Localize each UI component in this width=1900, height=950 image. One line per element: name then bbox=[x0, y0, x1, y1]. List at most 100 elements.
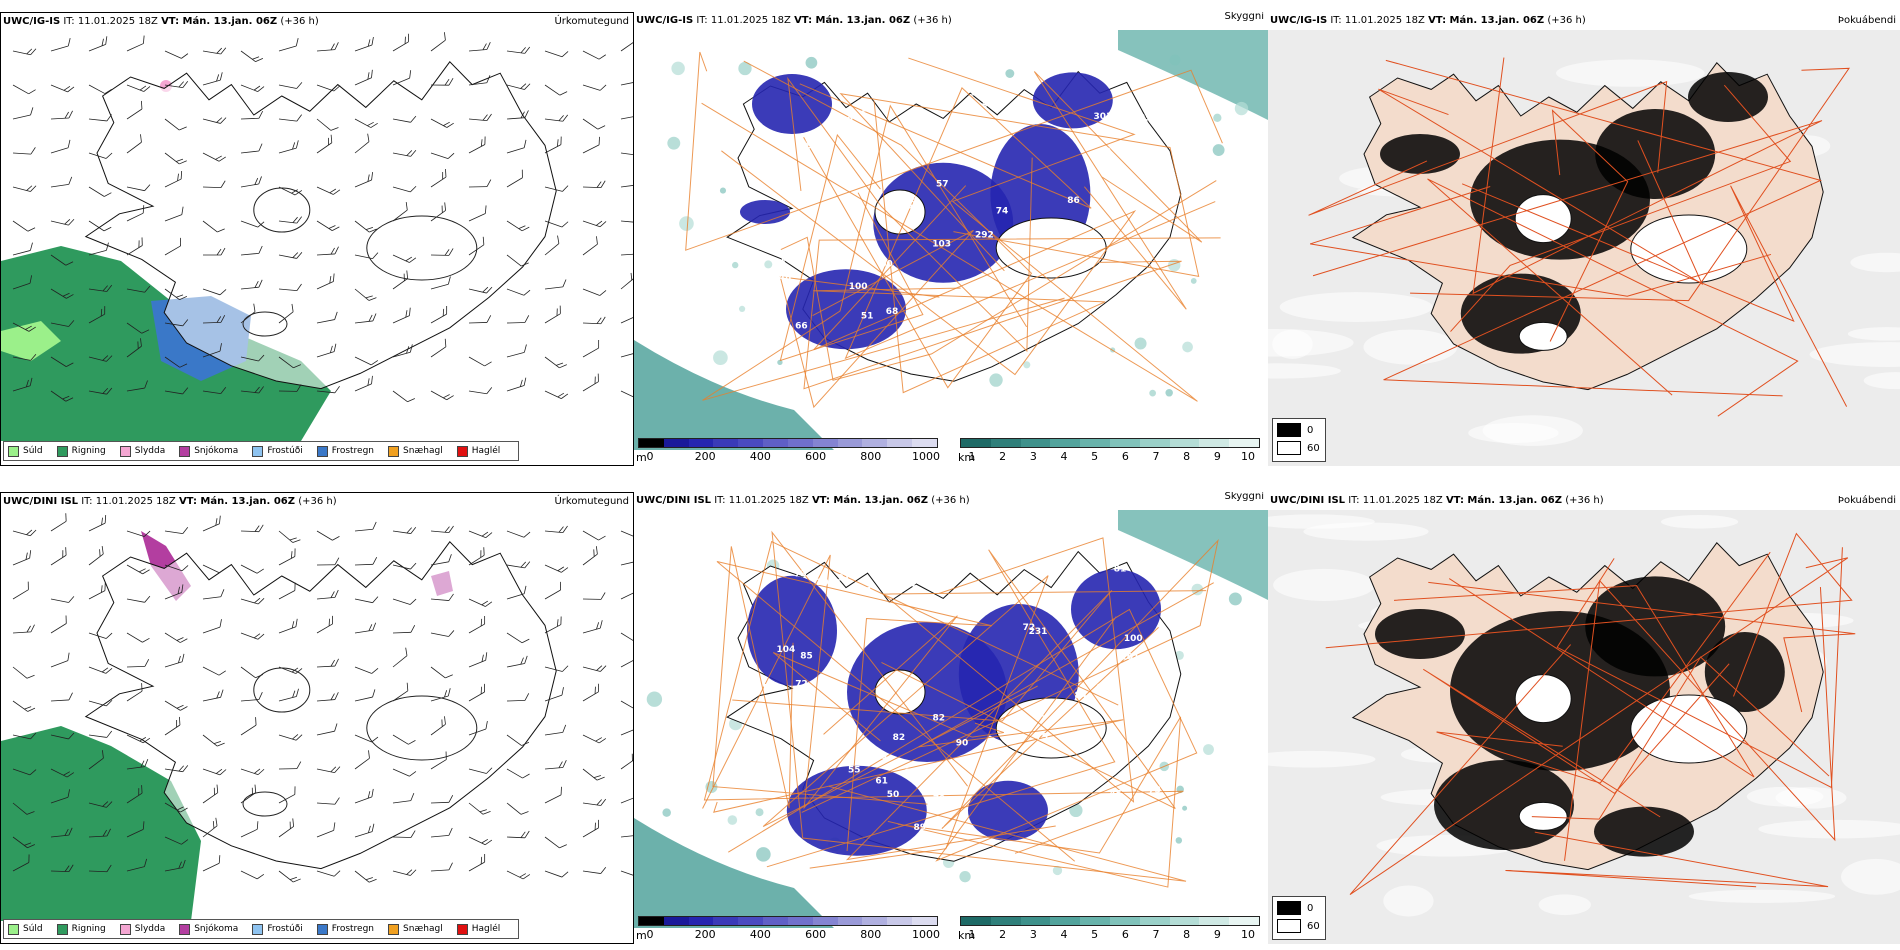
road-line bbox=[703, 540, 1184, 854]
fog-indicator-area bbox=[1594, 806, 1694, 857]
wind-barb bbox=[240, 245, 263, 256]
wind-barb bbox=[544, 564, 569, 573]
road-line bbox=[1564, 579, 1836, 861]
wind-barb bbox=[544, 870, 569, 878]
wind-barb bbox=[50, 615, 67, 634]
fog-indicator-map bbox=[1268, 30, 1900, 466]
wind-barb bbox=[278, 38, 299, 52]
fog-indicator-area bbox=[1595, 109, 1716, 199]
legend-item: Haglél bbox=[456, 445, 500, 457]
colorbar-tick: 0 bbox=[646, 928, 654, 941]
cloud-base-label: 62 bbox=[905, 580, 918, 590]
wind-barb bbox=[278, 870, 301, 883]
fog-swirl bbox=[1468, 422, 1559, 443]
wind-barb bbox=[50, 864, 74, 873]
wind-barb bbox=[430, 593, 454, 601]
colorbar-tick: 800 bbox=[860, 450, 882, 463]
wind-barb bbox=[278, 734, 303, 741]
glacier-outline bbox=[242, 311, 288, 337]
panel-type-title: Þokuábendi bbox=[1837, 495, 1896, 506]
wind-barb bbox=[164, 564, 189, 572]
wind-barb bbox=[126, 380, 148, 392]
wind-barb bbox=[50, 789, 70, 804]
glacier-outline bbox=[1514, 194, 1572, 244]
wind-barb bbox=[50, 110, 73, 120]
wind-barb bbox=[50, 320, 75, 327]
wind-barb bbox=[316, 822, 336, 838]
legend-label: 0 bbox=[1307, 424, 1314, 436]
cloud-base-label: 98 bbox=[932, 820, 945, 830]
wind-barb bbox=[202, 315, 226, 324]
road-line bbox=[1549, 109, 1629, 342]
wind-barb bbox=[12, 322, 36, 332]
wind-barb bbox=[164, 206, 184, 222]
legend-item: Snæhagl bbox=[388, 445, 443, 457]
visibility-patch bbox=[1175, 837, 1183, 844]
colorbar-tick: 8 bbox=[1183, 928, 1191, 941]
legend-label: Frostúði bbox=[267, 924, 303, 934]
wind-barb bbox=[354, 622, 377, 634]
legend-swatch bbox=[119, 923, 131, 935]
cloud-base-label: 66 bbox=[795, 322, 808, 332]
wind-barb bbox=[126, 100, 143, 120]
wind-barb bbox=[88, 545, 104, 566]
iceland-coastline bbox=[84, 541, 557, 870]
legend-swatch bbox=[1277, 919, 1301, 933]
wind-barb bbox=[126, 134, 142, 154]
wind-barb bbox=[202, 515, 221, 532]
cloud-base-label: 58 bbox=[907, 202, 920, 212]
panel-header: UWC/IG-IS IT: 11.01.2025 18Z VT: Mán. 13… bbox=[3, 16, 629, 30]
legend-swatch bbox=[388, 445, 400, 457]
wind-barb bbox=[316, 530, 340, 541]
cloud-base-label: 12 bbox=[861, 104, 874, 114]
fog-swirl bbox=[1847, 327, 1900, 341]
wind-barb bbox=[354, 220, 377, 233]
wind-barb bbox=[202, 855, 221, 872]
model-name: UWC/IG-IS bbox=[3, 16, 61, 27]
wind-barb bbox=[88, 387, 113, 395]
cloud-base-label: 68 bbox=[886, 307, 899, 317]
wind-barb bbox=[12, 147, 36, 155]
legend-item: Slydda bbox=[119, 923, 165, 935]
wind-barb bbox=[468, 42, 491, 52]
low-visibility-area bbox=[634, 818, 834, 928]
wind-barb bbox=[164, 765, 189, 773]
wind-barb bbox=[126, 322, 150, 334]
wind-barb bbox=[50, 652, 70, 668]
road-line bbox=[713, 582, 1214, 813]
wind-barb bbox=[392, 682, 409, 702]
legend-item: Frostúði bbox=[252, 923, 303, 935]
wind-barb bbox=[164, 387, 189, 395]
cloud-base-label: 45 bbox=[1109, 789, 1122, 799]
colorbar-unit: m bbox=[636, 929, 647, 942]
cloud-base-label: 51 bbox=[861, 311, 874, 321]
cloud-base-label: 203 bbox=[816, 578, 835, 588]
wind-barb bbox=[544, 581, 561, 600]
fog-swirl bbox=[1661, 515, 1739, 529]
wind-barb bbox=[620, 753, 633, 770]
colorbar-tick: 5 bbox=[1091, 450, 1099, 463]
wind-barb bbox=[164, 632, 188, 643]
init-time: IT: 11.01.2025 18Z bbox=[696, 15, 791, 26]
wind-barb bbox=[50, 692, 73, 702]
colorbar-tick: 7 bbox=[1152, 450, 1160, 463]
wind-barb bbox=[468, 179, 492, 188]
wind-barb bbox=[354, 69, 373, 86]
fog-legend-item: 60 bbox=[1277, 919, 1321, 933]
wind-barb bbox=[202, 784, 219, 804]
wind-barb bbox=[430, 751, 447, 770]
wind-barb bbox=[240, 279, 263, 290]
colorbar-tick: 9 bbox=[1213, 450, 1221, 463]
cloud-base-label: 231 bbox=[1029, 627, 1048, 637]
wind-barb bbox=[430, 794, 454, 804]
init-time: IT: 11.01.2025 18Z bbox=[63, 16, 158, 27]
cloud-base-label: 65 bbox=[796, 713, 809, 723]
fog-swirl bbox=[1363, 329, 1458, 365]
precip-map bbox=[1, 32, 633, 441]
wind-barb bbox=[164, 653, 185, 668]
wind-barb bbox=[202, 666, 226, 676]
wind-barb bbox=[582, 734, 607, 744]
valid-time: VT: Mán. 13.jan. 06Z bbox=[178, 496, 295, 507]
cloud-base-label: 264 bbox=[764, 311, 783, 321]
cloud-base-area bbox=[786, 765, 927, 856]
